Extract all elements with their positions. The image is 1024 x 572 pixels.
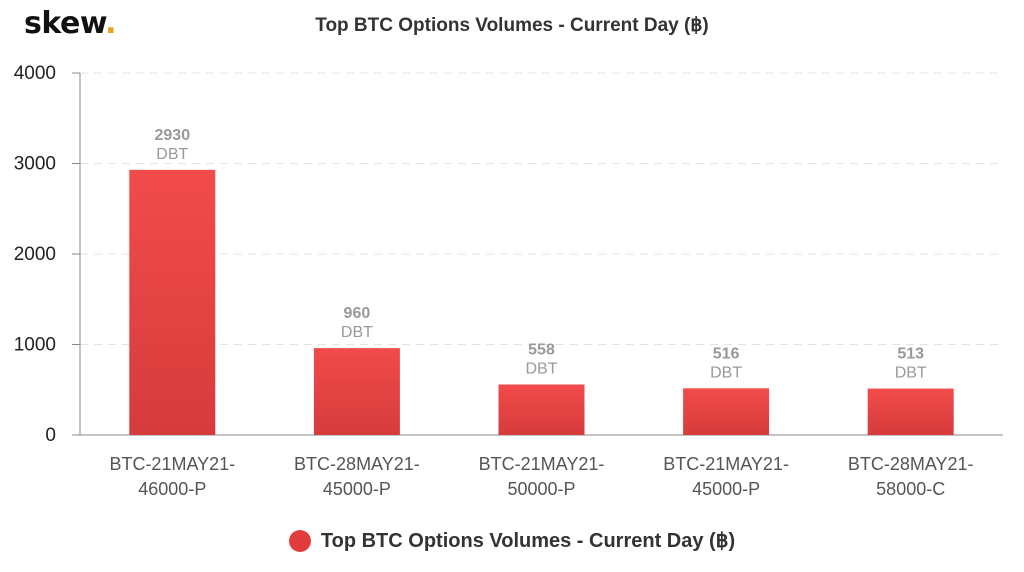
data-label-unit: DBT: [895, 365, 927, 382]
bar: [313, 348, 400, 435]
y-tick-label: 0: [45, 425, 56, 446]
x-tick-label: 45000-P: [692, 479, 760, 499]
x-tick-label: 50000-P: [507, 479, 575, 499]
x-tick-label: BTC-21MAY21-: [479, 454, 605, 474]
data-label-unit: DBT: [526, 361, 558, 378]
data-label-unit: DBT: [341, 324, 373, 341]
y-tick-label: 4000: [14, 63, 56, 84]
data-label-unit: DBT: [710, 364, 742, 381]
bar: [867, 388, 954, 435]
data-label-value: 558: [528, 342, 555, 359]
y-tick-label: 1000: [14, 335, 56, 356]
y-tick-label: 3000: [14, 154, 56, 175]
legend-swatch: [288, 529, 311, 552]
data-label-value: 513: [897, 346, 924, 363]
chart-title: Top BTC Options Volumes - Current Day (฿…: [315, 15, 709, 36]
data-label-unit: DBT: [156, 146, 188, 163]
x-tick-label: BTC-21MAY21-: [663, 454, 789, 474]
x-tick-label: 46000-P: [138, 479, 206, 499]
skew-logo: skew.: [24, 6, 117, 41]
y-tick-label: 2000: [14, 244, 56, 265]
x-tick-label: BTC-28MAY21-: [294, 454, 420, 474]
legend-label: Top BTC Options Volumes - Current Day (฿…: [320, 530, 736, 552]
bar: [683, 388, 770, 435]
x-tick-label: 45000-P: [323, 479, 391, 499]
bar: [129, 169, 216, 435]
data-label-value: 960: [344, 305, 371, 322]
legend[interactable]: Top BTC Options Volumes - Current Day (฿…: [0, 528, 1024, 553]
data-label-value: 2930: [155, 127, 191, 144]
data-label-value: 516: [713, 345, 740, 362]
x-tick-label: BTC-28MAY21-: [848, 454, 974, 474]
x-tick-label: BTC-21MAY21-: [109, 454, 235, 474]
bar: [498, 384, 585, 435]
x-tick-label: 58000-C: [876, 479, 945, 499]
